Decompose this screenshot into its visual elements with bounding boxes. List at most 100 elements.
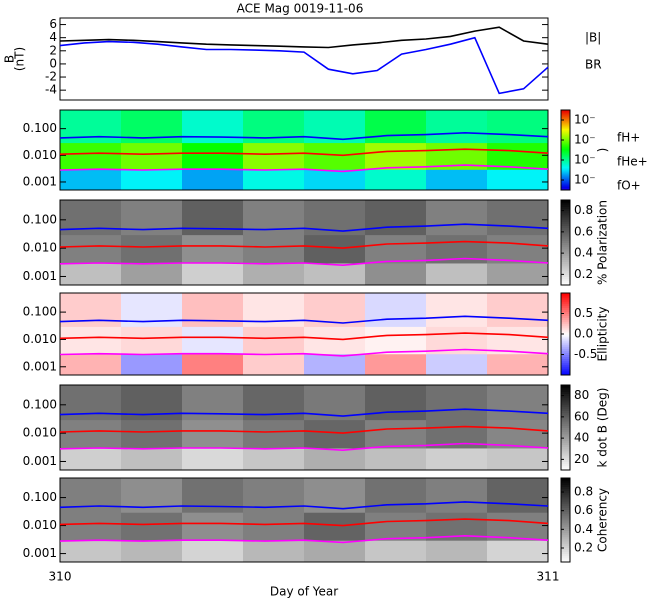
series-line (59, 518, 549, 527)
colorbar-step (561, 259, 570, 263)
colorbar-step (561, 414, 570, 418)
colorbar-step (561, 255, 570, 258)
series-line (59, 332, 549, 341)
spectrogram-cell (243, 447, 305, 471)
colorbar-step (561, 494, 570, 498)
colorbar-step (561, 528, 570, 531)
colorbar-step (561, 142, 570, 145)
y-tick-label: 2 (49, 43, 57, 57)
colorbar-step (561, 334, 570, 337)
colorbar-step (561, 299, 570, 302)
y-tick-label: -4 (45, 83, 57, 97)
spectrogram-cell (426, 478, 488, 513)
colorbar-step (561, 166, 570, 169)
colorbar-tick-label: 0.2 (574, 541, 593, 555)
spectrogram-cell (487, 326, 549, 355)
colorbar-step (561, 152, 570, 155)
colorbar-tick-label: 60 (574, 409, 589, 423)
colorbar-label: ) (596, 148, 610, 153)
spectrogram-cell (487, 447, 549, 471)
colorbar-step (561, 231, 570, 235)
colorbar-step (561, 176, 570, 179)
spectrogram-cell (243, 169, 305, 191)
colorbar-step (561, 402, 570, 405)
colorbar-step (561, 156, 570, 159)
spectrogram-cell (121, 169, 183, 191)
spectrogram-cell (60, 262, 122, 286)
plot-frame (59, 292, 549, 376)
colorbar-tick-label: 0.6 (574, 503, 593, 517)
spectrogram-cell (121, 540, 183, 563)
colorbar-step (561, 425, 570, 428)
y-tick-label: 0.010 (23, 148, 57, 162)
spectrogram-cell (426, 353, 488, 376)
legend-entry: fH+ (617, 131, 640, 145)
colorbar-step (561, 412, 570, 416)
y-tick-label: 0.010 (23, 426, 57, 440)
spectrogram-cell (487, 540, 549, 563)
colorbar-step (561, 336, 570, 339)
colorbar-step (561, 350, 570, 353)
spectrogram-cell (365, 385, 427, 421)
colorbar-step (561, 360, 570, 364)
spectrogram-cell (365, 478, 427, 513)
colorbar-step (561, 329, 570, 333)
plot-frame (59, 384, 549, 471)
colorbar-step (561, 317, 570, 321)
spectrogram-cell (426, 447, 488, 471)
colorbar-tick-label: 0.6 (574, 224, 593, 238)
colorbar-step (561, 513, 570, 517)
colorbar-step (561, 338, 570, 341)
colorbar-step (561, 219, 570, 222)
chart-title: ACE Mag 0019-11-06 (237, 2, 364, 16)
colorbar-step (561, 503, 570, 506)
series-line (59, 348, 549, 357)
colorbar-step (561, 511, 570, 515)
colorbar-step (561, 543, 570, 546)
colorbar-step (561, 530, 570, 534)
colorbar-step (561, 240, 570, 243)
colorbar-step (561, 265, 570, 269)
colorbar-step (561, 532, 570, 536)
colorbar-step (561, 276, 570, 280)
colorbar-frame (560, 109, 571, 191)
colorbar-step (561, 541, 570, 544)
colorbar-step (561, 486, 570, 489)
y-tick-label: 0.100 (23, 305, 57, 319)
series-line (59, 408, 549, 417)
x-axis-label: Day of Year (270, 585, 338, 599)
colorbar-step (561, 217, 570, 220)
colorbar-step (561, 480, 570, 483)
x-tick-label: 310 (49, 570, 72, 584)
colorbar-step (561, 399, 570, 403)
colorbar-tick-label: 0.4 (574, 246, 593, 260)
colorbar-step (561, 362, 570, 366)
colorbar-step (561, 278, 570, 282)
spectrogram-cell (243, 512, 305, 541)
colorbar-step (561, 280, 570, 284)
spectrogram-cell (365, 419, 427, 449)
colorbar-step (561, 366, 570, 370)
colorbar-step (561, 505, 570, 508)
colorbar-step (561, 261, 570, 265)
colorbar-step (561, 438, 570, 441)
colorbar-step (561, 427, 570, 431)
colorbar-step (561, 421, 570, 424)
colorbar-step (561, 372, 570, 376)
colorbar-step (561, 186, 570, 189)
spectrogram-cell (487, 478, 549, 513)
colorbar-step (561, 168, 570, 171)
colorbar-step (561, 251, 570, 254)
colorbar-step (561, 295, 570, 298)
spectrogram-cell (426, 385, 488, 421)
colorbar-step (561, 234, 570, 237)
spectrogram-cell (365, 326, 427, 355)
colorbar-step (561, 457, 570, 460)
colorbar-step (561, 188, 570, 191)
colorbar-step (561, 321, 570, 325)
colorbar-step (561, 534, 570, 538)
spectrogram-cell (487, 512, 549, 541)
colorbar-step (561, 331, 570, 335)
y-tick-label: 0.100 (23, 121, 57, 135)
colorbar-step (561, 547, 570, 550)
